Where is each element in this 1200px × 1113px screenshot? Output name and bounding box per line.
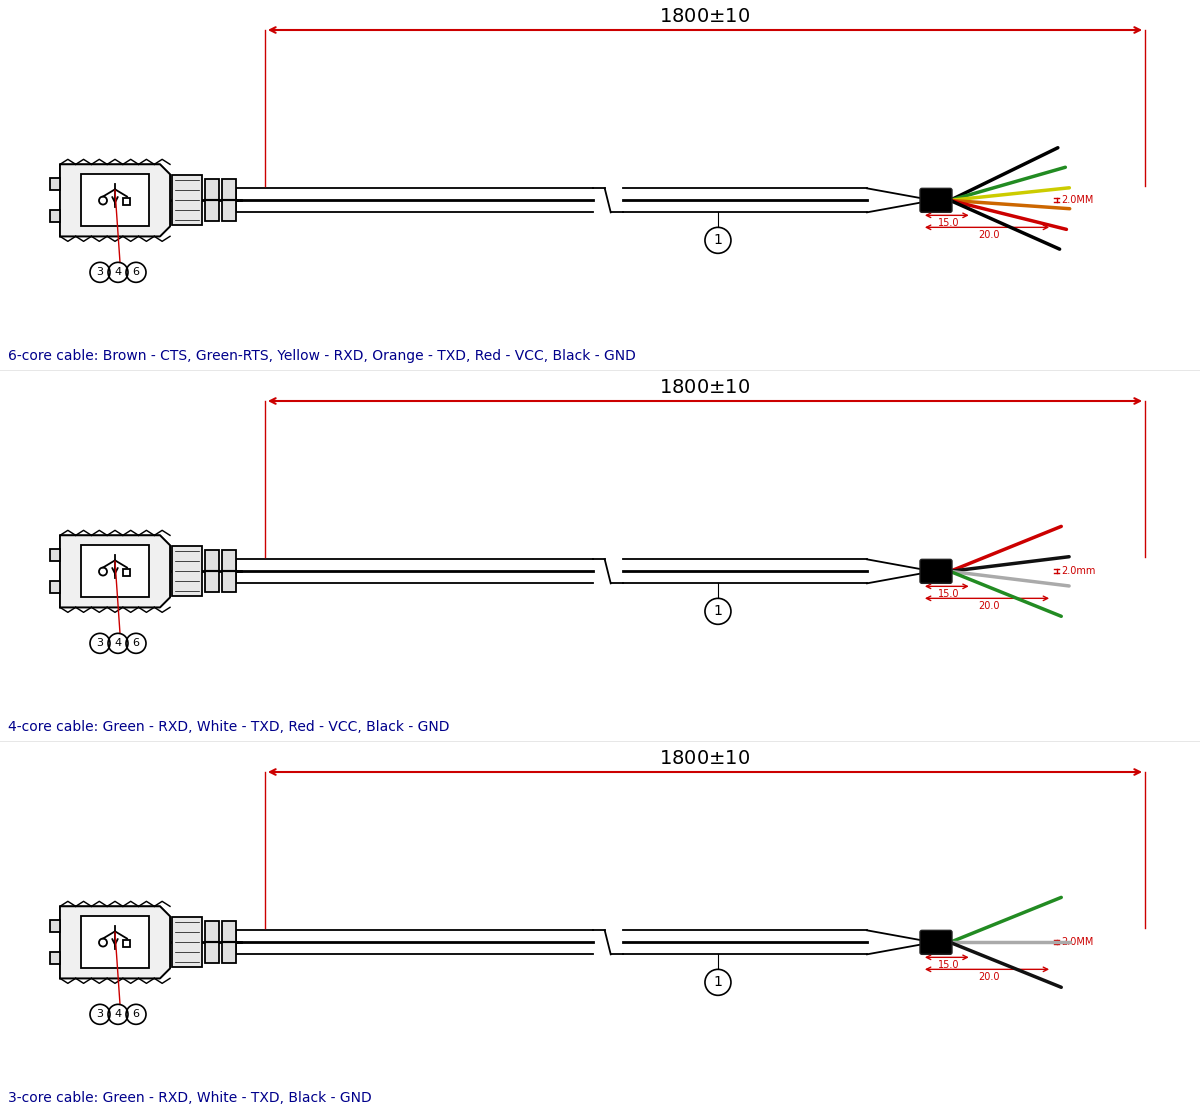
- Polygon shape: [60, 906, 170, 978]
- Text: 6-core cable: Brown - CTS, Green-RTS, Yellow - RXD, Orange - TXD, Red - VCC, Bla: 6-core cable: Brown - CTS, Green-RTS, Ye…: [8, 349, 636, 363]
- Text: 6: 6: [132, 639, 139, 649]
- Text: 1: 1: [714, 975, 722, 989]
- Bar: [205, 550, 220, 592]
- Text: 4-core cable: Green - RXD, White - TXD, Red - VCC, Black - GND: 4-core cable: Green - RXD, White - TXD, …: [8, 720, 450, 733]
- Text: 3-core cable: Green - RXD, White - TXD, Black - GND: 3-core cable: Green - RXD, White - TXD, …: [8, 1091, 372, 1105]
- Text: 2.0mm: 2.0mm: [1061, 567, 1096, 577]
- Text: 2.0MM: 2.0MM: [1061, 196, 1093, 205]
- Text: 1800$\pm$10: 1800$\pm$10: [659, 378, 751, 397]
- Bar: [82, 545, 149, 598]
- FancyBboxPatch shape: [920, 188, 952, 213]
- FancyBboxPatch shape: [920, 560, 952, 583]
- Text: 4: 4: [114, 1009, 121, 1020]
- Bar: [50, 178, 60, 190]
- Bar: [172, 546, 202, 597]
- Polygon shape: [60, 535, 170, 608]
- Text: 1800$\pm$10: 1800$\pm$10: [659, 749, 751, 768]
- Bar: [205, 922, 220, 964]
- Text: 4: 4: [114, 267, 121, 277]
- Text: 2.0MM: 2.0MM: [1061, 937, 1093, 947]
- Bar: [50, 953, 60, 964]
- Bar: [222, 550, 236, 592]
- Bar: [124, 939, 130, 946]
- Bar: [222, 179, 236, 221]
- Bar: [172, 917, 202, 967]
- Bar: [50, 210, 60, 223]
- Text: 1: 1: [714, 604, 722, 619]
- Bar: [222, 922, 236, 964]
- Text: 1: 1: [714, 234, 722, 247]
- Bar: [172, 176, 202, 225]
- Bar: [124, 569, 130, 575]
- Text: 1800$\pm$10: 1800$\pm$10: [659, 7, 751, 26]
- Bar: [82, 916, 149, 968]
- Text: 15.0: 15.0: [938, 590, 960, 599]
- Text: 20.0: 20.0: [978, 230, 1000, 240]
- Text: 3: 3: [96, 639, 103, 649]
- Text: 3: 3: [96, 1009, 103, 1020]
- Bar: [50, 550, 60, 561]
- Bar: [50, 581, 60, 593]
- Text: 4: 4: [114, 639, 121, 649]
- Polygon shape: [60, 165, 170, 236]
- Text: 20.0: 20.0: [978, 973, 1000, 983]
- Text: 6: 6: [132, 1009, 139, 1020]
- Text: 6: 6: [132, 267, 139, 277]
- Text: 15.0: 15.0: [938, 961, 960, 971]
- Bar: [50, 920, 60, 933]
- Text: 15.0: 15.0: [938, 218, 960, 228]
- Bar: [124, 197, 130, 205]
- FancyBboxPatch shape: [920, 930, 952, 954]
- Text: 3: 3: [96, 267, 103, 277]
- Text: 20.0: 20.0: [978, 601, 1000, 611]
- Bar: [205, 179, 220, 221]
- Bar: [82, 175, 149, 226]
